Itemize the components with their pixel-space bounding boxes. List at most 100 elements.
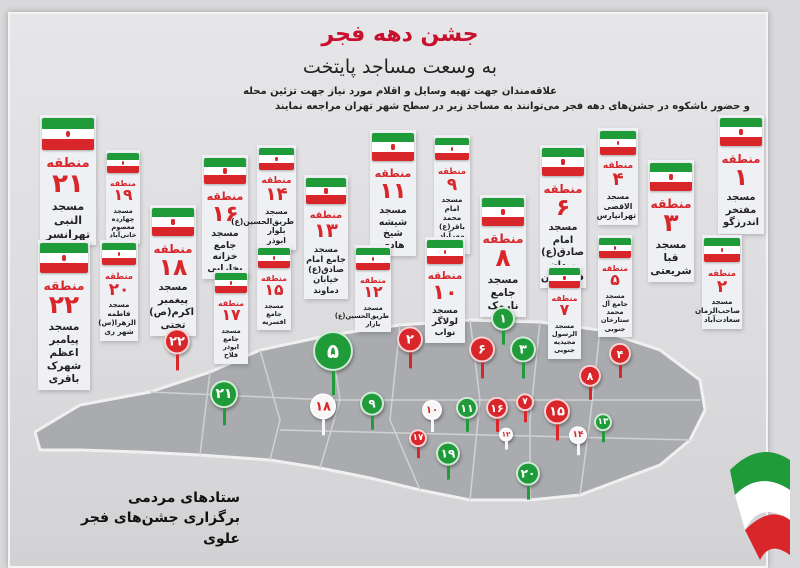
zone-card-19: منطقه ۱۸ مسجد پیغمبر اکرم(ص) تختی <box>149 205 196 336</box>
pin-label: ۲ <box>397 326 423 353</box>
iran-flag-icon <box>549 268 580 288</box>
zone-number: ۱۳ <box>314 219 338 242</box>
pin-label: ۱۹ <box>436 441 460 466</box>
zone-number: ۱۴ <box>265 184 288 205</box>
zone-label: منطقه <box>206 190 244 203</box>
zone-number: ۷ <box>559 301 570 319</box>
zone-card-11: منطقه ۱ مسجد مفتخر اندرزگو <box>718 115 764 234</box>
mosque-name: مسجد النبی تهرانسر <box>45 200 91 241</box>
zone-label: منطقه <box>707 268 737 278</box>
zone-label: منطقه <box>427 270 463 282</box>
mosque-name: مسجد پیامبر اعظم شهرک باقری <box>46 320 82 385</box>
iran-flag-icon <box>356 248 390 270</box>
map-pin-17: ۱۷ <box>409 429 427 458</box>
iran-flag-icon <box>305 178 347 204</box>
mosque-name: مسجد چهارده معصوم خانی‌آباد <box>109 206 137 240</box>
mosque-name: مسجد مفتخر اندرزگو <box>722 192 760 229</box>
zone-number: ۱۵ <box>264 281 284 299</box>
pin-label: ۱۱ <box>456 396 478 419</box>
zone-label: منطقه <box>218 299 244 308</box>
map-pin-1: ۵ <box>313 331 353 395</box>
mosque-name: مسجد جامع اقسریه <box>262 301 286 327</box>
mosque-name: مسجد پیغمبر اکرم(ص) تختی <box>149 282 194 331</box>
zone-number: ۱۶ <box>211 201 239 227</box>
pin-label: ۹ <box>360 391 384 416</box>
map-pin-20: ۱۹ <box>436 441 460 480</box>
iran-flag-icon <box>42 118 94 150</box>
pin-label: ۱۸ <box>310 393 336 420</box>
map-pin-13: ۱۶ <box>486 396 508 432</box>
pin-label: ۱۵ <box>544 398 570 425</box>
map-pin-2: ۲ <box>397 326 423 368</box>
mosque-name: مسجد جامع ابوذر فلاح <box>221 326 241 360</box>
flag-ribbon-decoration <box>730 452 790 560</box>
zone-number: ۹ <box>446 174 458 194</box>
pin-label: ۱۴ <box>569 426 587 445</box>
zone-label: منطقه <box>482 232 524 246</box>
zone-number: ۲۱ <box>52 169 84 199</box>
zone-label: منطقه <box>602 161 634 171</box>
zone-card-4: منطقه ۱۳ مسجد جامع امام صادق(ع) خیابان د… <box>304 175 348 300</box>
zone-label: منطقه <box>110 179 136 188</box>
iran-flag-icon <box>599 238 631 258</box>
mosque-name: مسجد جامع خزانه بخارایی <box>207 228 243 275</box>
zone-card-2: منطقه ۱۶ مسجد جامع خزانه بخارایی <box>202 155 248 279</box>
mosque-name: مسجد شیشه شیخ هادی <box>378 205 408 252</box>
zone-number: ۸ <box>495 243 511 272</box>
zone-label: منطقه <box>43 279 85 293</box>
map-pin-16: ۱۳ <box>594 413 612 442</box>
zone-number: ۵ <box>610 271 620 289</box>
mosque-name: مسجد طریق‌الحسین(ع) بازار <box>334 303 389 329</box>
map-pin-10: ۹ <box>360 391 384 430</box>
zone-number: ۱۹ <box>113 186 133 204</box>
iran-flag-icon <box>107 153 139 173</box>
zone-label: منطقه <box>153 242 193 256</box>
pin-label: ۳ <box>510 336 536 363</box>
pin-label: ۱۳ <box>594 413 612 432</box>
pin-label: ۲۱ <box>210 380 238 409</box>
iran-flag-icon <box>599 131 637 155</box>
zone-card-21: منطقه ۲۲ مسجد پیامبر اعظم شهرک باقری <box>38 240 90 391</box>
iran-flag-icon <box>258 248 290 268</box>
zone-number: ۴ <box>612 169 624 190</box>
mosque-name: مسجد صاحب‌الزمان سعادت‌آباد <box>694 296 740 324</box>
iran-flag-icon <box>151 208 195 236</box>
iran-flag-icon <box>426 240 464 264</box>
poster-title: جشن دهه فجر <box>321 22 479 47</box>
iran-flag-icon <box>649 163 693 191</box>
zone-card-1: منطقه ۱۹ مسجد چهارده معصوم خانی‌آباد <box>106 150 140 244</box>
iran-flag-icon <box>371 133 415 161</box>
pin-label: ۱۲ <box>499 427 513 442</box>
zone-label: منطقه <box>721 152 761 166</box>
zone-label: منطقه <box>309 210 343 221</box>
pin-label: ۲۲ <box>164 328 190 355</box>
zone-card-10: منطقه ۳ مسجد قبا شریعتی <box>648 160 694 282</box>
zone-number: ۱۷ <box>221 306 241 324</box>
zone-number: ۲۰ <box>108 279 130 299</box>
pin-label: ۸ <box>579 364 601 387</box>
zone-card-0: منطقه ۲۱ مسجد النبی تهرانسر <box>40 115 96 246</box>
pin-label: ۲۰ <box>516 461 540 486</box>
zone-number: ۲۲ <box>48 290 80 319</box>
footer-line-2: برگزاری جشن‌های فجر علوی <box>81 510 240 547</box>
zone-card-9: منطقه ۴ مسجد الاقصی تهرانپارس <box>597 128 638 226</box>
intro-line-2: و حضور باشکوه در جشن‌های دهه فجر می‌توان… <box>274 101 750 112</box>
iran-flag-icon <box>541 148 585 176</box>
zone-label: منطقه <box>374 167 412 180</box>
zone-label: منطقه <box>261 176 292 186</box>
zone-card-8: منطقه ۶ مسجد امام صادق(ع) میدان فلسطین <box>540 145 586 289</box>
map-pin-0: ۲۲ <box>164 328 190 370</box>
mosque-name: مسجد الرسول مجیدیه جنوبی <box>551 321 578 355</box>
mosque-name: مسجد جامع امام صادق(ع) خیابان دماوند <box>306 243 346 295</box>
pin-label: ۱ <box>491 306 515 331</box>
map-pin-12: ۱۱ <box>456 396 478 432</box>
mosque-name: مسجد جامع آل محمد ستارخان جنوبی <box>600 291 630 333</box>
zone-card-13: منطقه ۵ مسجد جامع آل محمد ستارخان جنوبی <box>598 235 632 337</box>
map-pin-6: ۴ <box>609 342 631 378</box>
pin-label: ۷ <box>516 393 534 412</box>
zone-card-3: منطقه ۱۴ مسجد طریق‌الحسین(ع) بلوار ابوذر <box>231 145 296 250</box>
iran-flag-icon <box>481 198 525 226</box>
zone-number: ۶ <box>555 193 571 221</box>
zone-number: ۱۲ <box>363 283 383 301</box>
map-pin-7: ۸ <box>579 364 601 400</box>
